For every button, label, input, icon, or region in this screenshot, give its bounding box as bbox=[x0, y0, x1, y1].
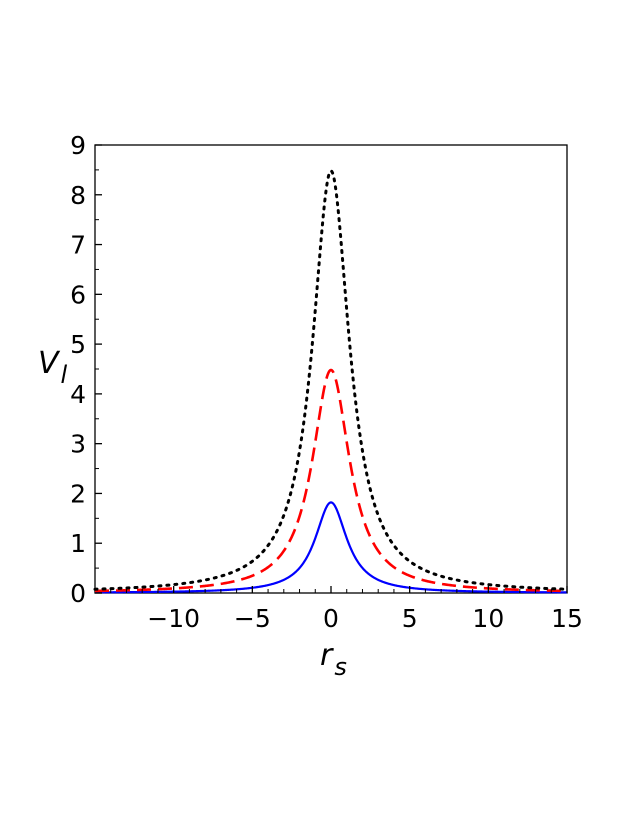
series-layer bbox=[93, 169, 569, 594]
y-tick-label: 6 bbox=[70, 280, 86, 309]
y-tick-label: 4 bbox=[70, 380, 86, 409]
x-tick-label: 0 bbox=[323, 604, 339, 633]
x-tick-label: 15 bbox=[551, 604, 583, 633]
x-tick-label: 5 bbox=[402, 604, 418, 633]
y-tick-label: 2 bbox=[70, 479, 86, 508]
x-tick-label: −10 bbox=[147, 604, 200, 633]
x-axis-label-subscript: s bbox=[334, 653, 347, 681]
x-tick-label: 10 bbox=[472, 604, 504, 633]
y-tick-label: 1 bbox=[70, 529, 86, 558]
y-tick-label: 5 bbox=[70, 330, 86, 359]
series-line-dashed bbox=[94, 368, 568, 593]
x-axis-label: rs bbox=[320, 638, 347, 681]
y-tick-label: 0 bbox=[70, 579, 86, 608]
series-line-solid bbox=[94, 501, 568, 594]
y-tick-label: 8 bbox=[70, 181, 86, 210]
y-tick-label: 3 bbox=[70, 430, 86, 459]
series-line-dotted bbox=[93, 169, 569, 591]
y-tick-label: 9 bbox=[70, 131, 86, 160]
y-tick-label: 7 bbox=[70, 231, 86, 260]
x-tick-label: −5 bbox=[234, 604, 271, 633]
y-axis-label-subscript: l bbox=[61, 361, 68, 389]
y-axis-label: Vl bbox=[38, 346, 68, 389]
tick-layer: −10 −5 0 5 10 15 0 1 2 3 4 5 6 7 8 9 bbox=[70, 131, 583, 633]
